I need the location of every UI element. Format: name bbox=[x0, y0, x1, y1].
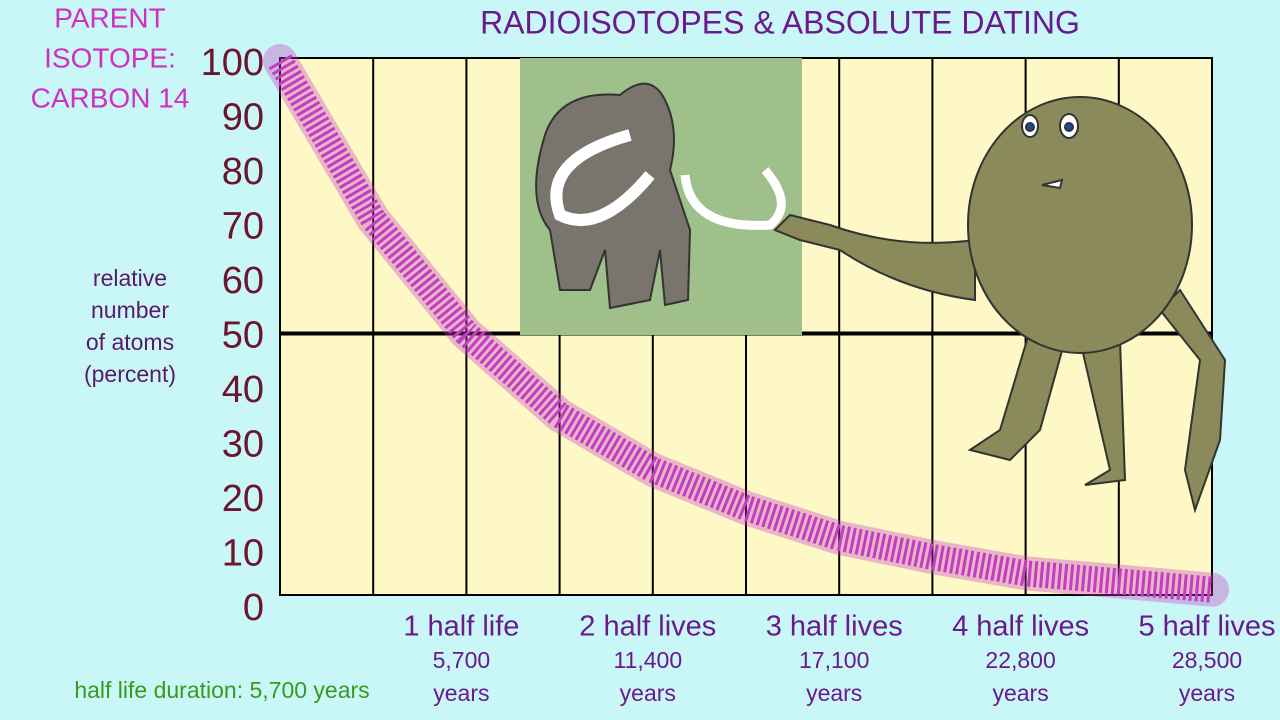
half-life-age: 11,400 bbox=[613, 647, 682, 673]
y-tick-label: 90 bbox=[222, 97, 264, 139]
half-life-age: 22,800 bbox=[985, 647, 1055, 673]
y-axis-label: relative bbox=[93, 265, 167, 291]
chart-title: RADIOISOTOPES & ABSOLUTE DATING bbox=[480, 4, 1080, 40]
half-life-age: 17,100 bbox=[799, 647, 869, 673]
half-life-age: years bbox=[433, 680, 489, 706]
illustration bbox=[520, 58, 1227, 514]
half-life-age: years bbox=[1179, 680, 1235, 706]
half-life-age: years bbox=[806, 680, 862, 706]
x-tick-label: 3 half lives bbox=[766, 611, 903, 643]
half-life-age: years bbox=[620, 680, 676, 706]
y-tick-label: 40 bbox=[222, 369, 264, 411]
y-tick-label: 30 bbox=[222, 424, 264, 466]
y-tick-label: 70 bbox=[222, 206, 264, 248]
y-axis-label: of atoms bbox=[86, 329, 174, 355]
y-tick-label: 0 bbox=[243, 587, 264, 629]
x-tick-label: 1 half life bbox=[403, 611, 519, 643]
creature bbox=[773, 96, 1227, 514]
y-tick-label: 20 bbox=[222, 478, 264, 520]
y-tick-label: 100 bbox=[201, 42, 264, 84]
x-tick-label: 2 half lives bbox=[579, 611, 716, 643]
half-life-age: years bbox=[992, 680, 1048, 706]
footer: half life duration: 5,700 years bbox=[74, 677, 369, 703]
mammoth bbox=[535, 82, 786, 310]
x-tick-label: 4 half lives bbox=[952, 611, 1089, 643]
y-axis-label: number bbox=[91, 297, 169, 323]
y-tick-label: 80 bbox=[222, 151, 264, 193]
y-axis-label: (percent) bbox=[84, 361, 176, 387]
decay-band bbox=[263, 44, 1229, 607]
x-tick-label: 5 half lives bbox=[1138, 611, 1275, 643]
parent-label: ISOTOPE: bbox=[44, 42, 176, 73]
parent-label: PARENT bbox=[54, 2, 166, 33]
parent-label: CARBON 14 bbox=[31, 82, 190, 113]
y-tick-label: 10 bbox=[222, 533, 264, 575]
decay-glow bbox=[263, 44, 1229, 607]
y-tick-label: 60 bbox=[222, 260, 264, 302]
half-life-age: 28,500 bbox=[1172, 647, 1242, 673]
half-life-age: 5,700 bbox=[433, 647, 491, 673]
y-tick-label: 50 bbox=[222, 315, 264, 357]
